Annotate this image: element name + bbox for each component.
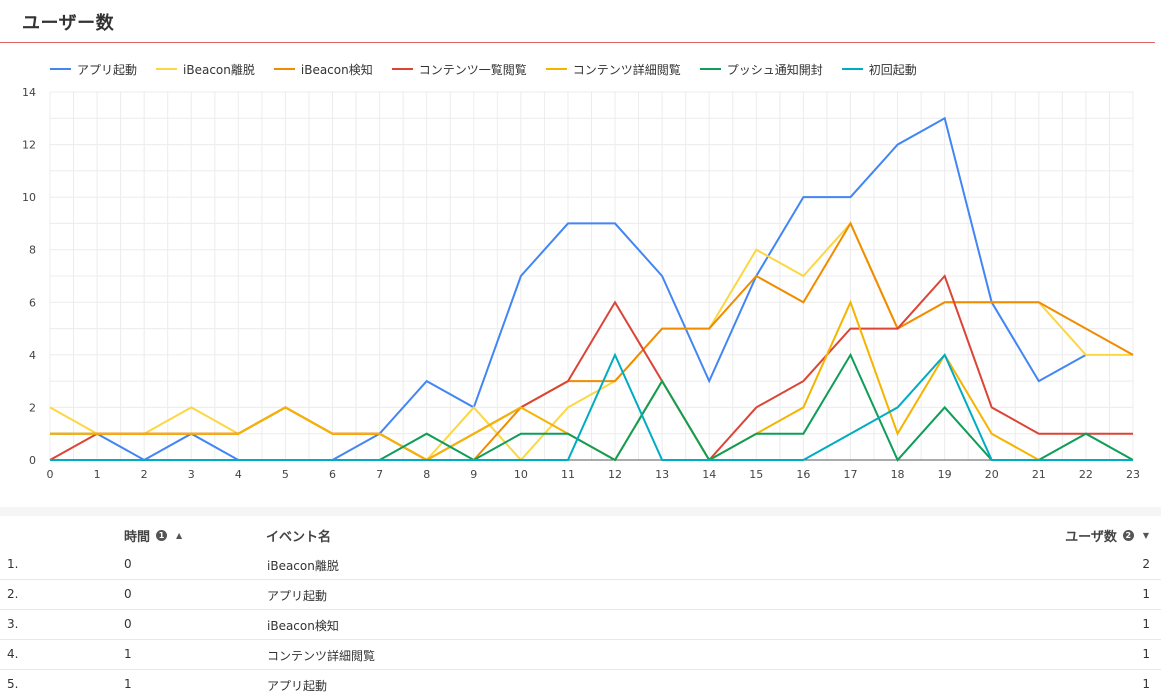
sort-descending-icon[interactable]: ▼ xyxy=(1142,531,1149,540)
x-tick-label: 22 xyxy=(1079,468,1093,478)
legend-swatch xyxy=(50,68,71,70)
x-tick-label: 18 xyxy=(891,468,905,478)
y-tick-label: 10 xyxy=(22,191,36,204)
row-user-count: 2 xyxy=(1142,557,1150,571)
y-tick-label: 8 xyxy=(29,244,36,257)
legend-swatch xyxy=(699,68,721,70)
column-header-event[interactable]: イベント名 xyxy=(266,526,331,545)
row-time: 1 xyxy=(124,677,132,691)
sort-ascending-icon[interactable]: ▲ xyxy=(176,531,183,540)
legend-item[interactable]: iBeacon検知 xyxy=(273,61,373,78)
chart-legend: アプリ起動 iBeacon離脱 iBeacon検知 コンテンツ一覧閲覧 コンテンツ詳細閲… xyxy=(50,60,936,78)
table-row[interactable]: 2. 0 アプリ起動 1 xyxy=(0,580,1161,610)
row-event-name: アプリ起動 xyxy=(267,679,328,693)
row-event-name: iBeacon離脱 xyxy=(267,559,339,573)
table-row[interactable]: 1. 0 iBeacon離脱 2 xyxy=(0,550,1161,580)
x-tick-label: 11 xyxy=(561,468,575,478)
legend-item[interactable]: iBeacon離脱 xyxy=(156,61,255,78)
x-tick-label: 13 xyxy=(655,468,669,478)
x-tick-label: 17 xyxy=(843,468,857,478)
legend-item[interactable]: プッシュ通知開封 xyxy=(699,61,823,78)
x-tick-label: 10 xyxy=(514,468,528,478)
x-tick-label: 15 xyxy=(749,468,763,478)
legend-item[interactable]: 初回起動 xyxy=(841,61,917,78)
table-header: 時間 1 ▲ イベント名 ユーザ数 2 ▼ xyxy=(0,518,1161,550)
row-event-name: iBeacon検知 xyxy=(267,619,339,633)
legend-label: 初回起動 xyxy=(868,62,917,77)
legend-label: アプリ起動 xyxy=(77,62,138,77)
y-tick-label: 12 xyxy=(22,139,36,152)
table-row[interactable]: 3. 0 iBeacon検知 1 xyxy=(0,610,1161,640)
legend-swatch xyxy=(841,68,863,70)
y-tick-label: 4 xyxy=(29,349,36,362)
legend-swatch xyxy=(545,68,567,70)
report-header: ユーザー数 xyxy=(0,0,1155,43)
row-index: 5. xyxy=(7,677,19,691)
x-tick-label: 3 xyxy=(188,468,195,478)
row-user-count: 1 xyxy=(1142,617,1150,631)
legend-swatch xyxy=(156,68,178,70)
row-time: 1 xyxy=(124,647,132,661)
row-user-count: 1 xyxy=(1142,677,1150,691)
x-tick-label: 19 xyxy=(938,468,952,478)
column-header-users[interactable]: ユーザ数 2 ▼ xyxy=(1065,526,1149,545)
x-tick-label: 16 xyxy=(796,468,810,478)
legend-item[interactable]: コンテンツ詳細閲覧 xyxy=(545,61,681,78)
x-tick-label: 5 xyxy=(282,468,289,478)
row-user-count: 1 xyxy=(1142,587,1150,601)
y-tick-label: 0 xyxy=(29,454,36,467)
row-index: 1. xyxy=(7,557,19,571)
row-time: 0 xyxy=(124,557,132,571)
legend-label: iBeacon離脱 xyxy=(183,62,255,77)
x-tick-label: 7 xyxy=(376,468,383,478)
info-icon[interactable]: 2 xyxy=(1122,530,1134,541)
x-tick-label: 2 xyxy=(141,468,148,478)
legend-label: プッシュ通知開封 xyxy=(726,62,823,77)
column-header-users-label: ユーザ数 xyxy=(1065,530,1117,545)
legend-item[interactable]: アプリ起動 xyxy=(50,61,137,78)
x-tick-label: 20 xyxy=(985,468,999,478)
x-tick-label: 4 xyxy=(235,468,242,478)
row-event-name: コンテンツ詳細閲覧 xyxy=(267,649,376,663)
series-line xyxy=(50,352,1133,461)
legend-label: コンテンツ一覧閲覧 xyxy=(418,62,527,77)
row-user-count: 1 xyxy=(1142,647,1150,661)
x-tick-label: 9 xyxy=(470,468,477,478)
x-tick-label: 14 xyxy=(702,468,716,478)
x-tick-label: 8 xyxy=(423,468,430,478)
x-tick-label: 1 xyxy=(94,468,101,478)
section-divider xyxy=(0,507,1161,516)
series-line xyxy=(50,116,1087,462)
y-tick-label: 6 xyxy=(29,296,36,309)
row-event-name: アプリ起動 xyxy=(267,589,328,603)
x-tick-label: 6 xyxy=(329,468,336,478)
row-time: 0 xyxy=(124,587,132,601)
table-row[interactable]: 4. 1 コンテンツ詳細閲覧 1 xyxy=(0,640,1161,670)
legend-swatch xyxy=(391,68,413,70)
x-tick-label: 23 xyxy=(1126,468,1140,478)
data-table: 時間 1 ▲ イベント名 ユーザ数 2 ▼ 1. 0 iBeacon離脱 2 2… xyxy=(0,518,1161,699)
info-icon[interactable]: 1 xyxy=(156,530,168,541)
legend-label: コンテンツ詳細閲覧 xyxy=(572,62,681,77)
legend-item[interactable]: コンテンツ一覧閲覧 xyxy=(391,61,527,78)
column-header-event-label: イベント名 xyxy=(266,530,332,545)
legend-swatch xyxy=(273,68,295,70)
column-header-time[interactable]: 時間 1 ▲ xyxy=(124,526,182,545)
row-index: 2. xyxy=(7,587,19,601)
x-tick-label: 0 xyxy=(47,468,54,478)
row-time: 0 xyxy=(124,617,132,631)
x-tick-label: 21 xyxy=(1032,468,1046,478)
row-index: 3. xyxy=(7,617,19,631)
page-title: ユーザー数 xyxy=(22,13,115,34)
row-index: 4. xyxy=(7,647,19,661)
table-row[interactable]: 5. 1 アプリ起動 1 xyxy=(0,670,1161,699)
y-tick-label: 2 xyxy=(29,401,36,414)
x-tick-label: 12 xyxy=(608,468,622,478)
column-header-time-label: 時間 xyxy=(124,530,151,545)
legend-label: iBeacon検知 xyxy=(300,62,373,77)
y-tick-label: 14 xyxy=(22,86,36,99)
